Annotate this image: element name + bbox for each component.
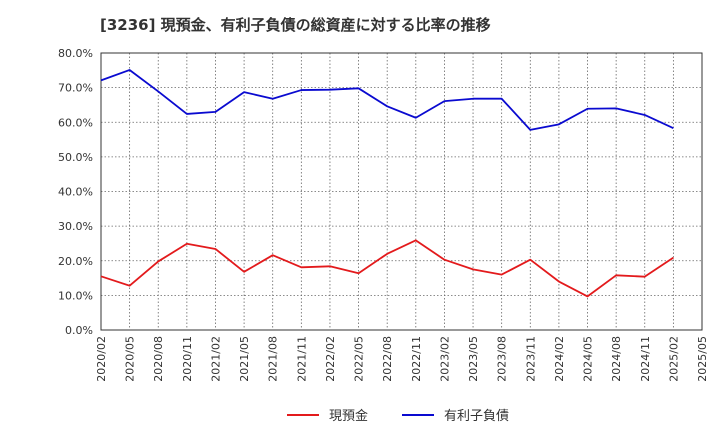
grid xyxy=(101,53,702,330)
y-axis-ticks: 0.0% 10.0% 20.0% 30.0% 40.0% 50.0% 60.0% 70.0% 8… xyxy=(58,47,93,337)
series-lines xyxy=(100,69,674,298)
y-tick-label: 30.0% xyxy=(58,220,93,233)
x-tick-label: 2022/11 xyxy=(410,336,423,382)
x-tick-label: 2025/02 xyxy=(667,336,680,382)
x-tick-label: 2023/08 xyxy=(496,336,509,382)
y-tick-label: 80.0% xyxy=(58,47,93,60)
legend: 現預金 有利子負債 xyxy=(287,408,509,424)
y-tick-label: 70.0% xyxy=(58,82,93,95)
x-tick-label: 2022/05 xyxy=(353,336,366,382)
x-tick-label: 2024/08 xyxy=(610,336,623,382)
x-tick-label: 2023/05 xyxy=(467,336,480,382)
legend-label: 有利子負債 xyxy=(444,409,509,424)
x-axis-ticks: 2020/02 2020/05 2020/08 2020/11 2021/02 2021/… xyxy=(95,336,709,382)
x-tick-label: 2023/02 xyxy=(438,336,451,382)
x-tick-label: 2024/05 xyxy=(582,336,595,382)
plot-area-border xyxy=(100,52,703,331)
y-tick-label: 50.0% xyxy=(58,151,93,164)
x-tick-label: 2020/11 xyxy=(181,336,194,382)
x-tick-label: 2025/05 xyxy=(696,336,709,382)
y-tick-label: 0.0% xyxy=(65,324,93,337)
x-tick-label: 2024/02 xyxy=(553,336,566,382)
y-tick-label: 10.0% xyxy=(58,289,93,302)
series-line-0 xyxy=(100,239,674,298)
y-tick-label: 60.0% xyxy=(58,116,93,129)
x-tick-label: 2021/02 xyxy=(209,336,222,382)
chart-title: [3236] 現預金、有利子負債の総資産に対する比率の推移 xyxy=(100,16,491,34)
series-line-1 xyxy=(100,69,674,131)
x-tick-label: 2024/11 xyxy=(639,336,652,382)
y-tick-label: 40.0% xyxy=(58,186,93,199)
x-tick-label: 2021/11 xyxy=(295,336,308,382)
x-tick-label: 2021/08 xyxy=(267,336,280,382)
x-tick-label: 2022/08 xyxy=(381,336,394,382)
y-tick-label: 20.0% xyxy=(58,255,93,268)
x-tick-label: 2020/02 xyxy=(95,336,108,382)
x-tick-label: 2020/08 xyxy=(152,336,165,382)
x-tick-label: 2022/02 xyxy=(324,336,337,382)
x-tick-label: 2020/05 xyxy=(124,336,137,382)
x-tick-label: 2023/11 xyxy=(524,336,537,382)
x-tick-label: 2021/05 xyxy=(238,336,251,382)
legend-label: 現預金 xyxy=(329,408,368,424)
